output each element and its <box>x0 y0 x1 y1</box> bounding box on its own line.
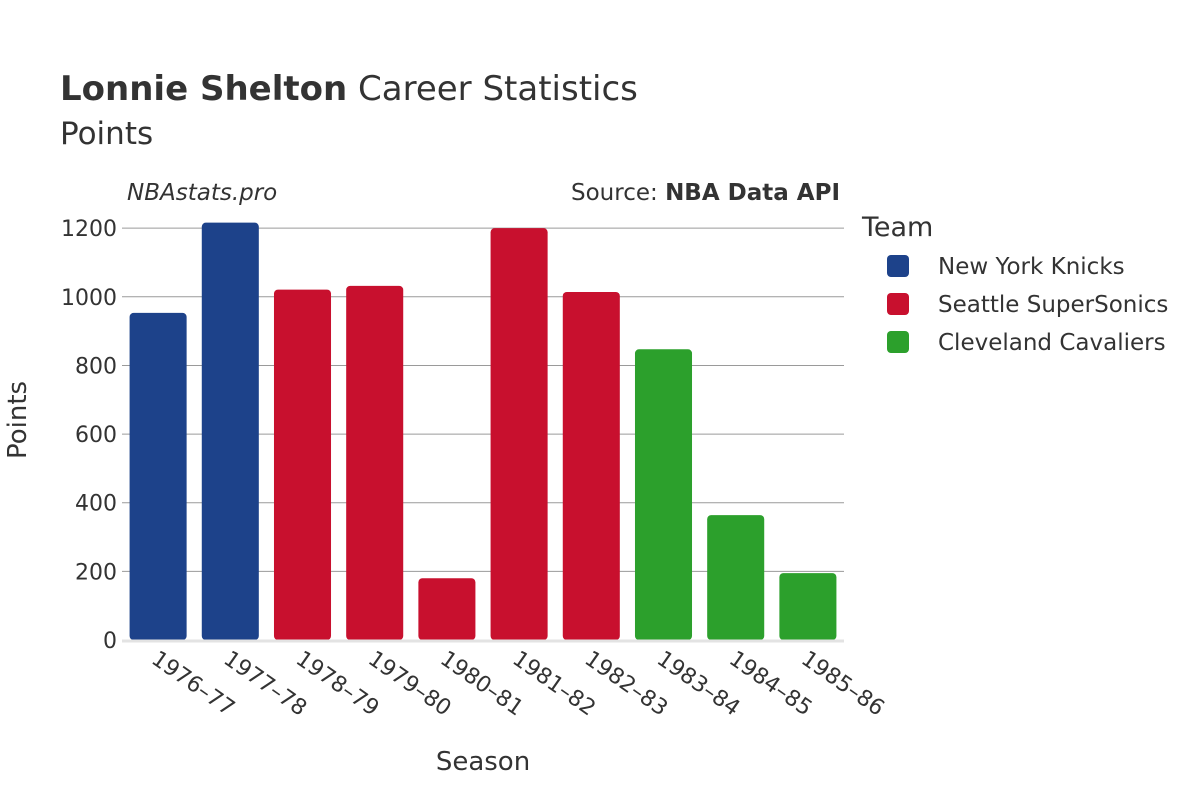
legend-swatch <box>887 255 909 277</box>
bar-1982–83 <box>562 291 620 640</box>
legend-title: Team <box>861 212 933 243</box>
x-axis-title: Season <box>436 747 530 777</box>
bar-1978–79 <box>273 289 332 640</box>
title-suffix: Career Statistics <box>347 69 638 109</box>
bar-1979–80 <box>346 285 404 640</box>
bar-1984–85 <box>707 515 765 640</box>
y-tick-label: 0 <box>103 629 117 654</box>
bar-1980–81 <box>418 578 476 640</box>
source-name: NBA Data API <box>665 180 840 206</box>
bar-1985–86 <box>779 573 837 640</box>
x-tick-label: 1985–86 <box>796 646 888 721</box>
chart-subtitle: Points <box>60 116 153 152</box>
legend-label: Seattle SuperSonics <box>938 292 1168 318</box>
y-tick-label: 1000 <box>61 286 117 311</box>
legend-swatch <box>887 331 909 353</box>
bar-1977–78 <box>201 222 259 640</box>
watermark: NBAstats.pro <box>127 180 277 206</box>
legend-label: New York Knicks <box>938 254 1125 280</box>
y-tick-label: 200 <box>75 560 117 585</box>
legend-swatch <box>887 293 909 315</box>
chart-title: Lonnie Shelton Career Statistics <box>60 69 638 109</box>
player-name: Lonnie Shelton <box>60 69 347 109</box>
y-tick-label: 800 <box>75 354 117 379</box>
y-tick-label: 1200 <box>61 217 117 242</box>
y-axis-title: Points <box>3 381 33 459</box>
y-tick-label: 400 <box>75 492 117 517</box>
bar-1981–82 <box>490 228 548 640</box>
source-prefix: Source: <box>571 180 665 206</box>
legend-label: Cleveland Cavaliers <box>938 330 1166 356</box>
y-tick-label: 600 <box>75 423 117 448</box>
bar-1976–77 <box>129 312 187 640</box>
bar-1983–84 <box>634 349 693 640</box>
source-credit: Source: NBA Data API <box>571 180 840 206</box>
legend: Team New York Knicks Seattle SuperSonics C… <box>861 212 1168 356</box>
bars <box>129 222 837 640</box>
